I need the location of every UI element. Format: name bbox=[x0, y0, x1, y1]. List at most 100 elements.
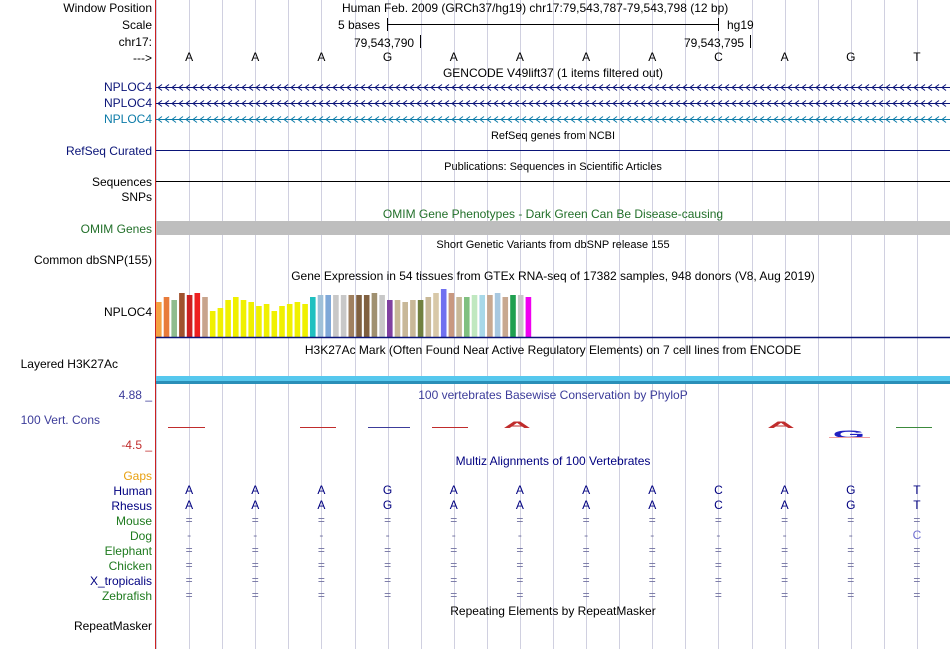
alignment-base: = bbox=[847, 513, 854, 527]
gtex-tissue-bar[interactable] bbox=[317, 295, 324, 337]
gtex-tissue-bar[interactable] bbox=[179, 293, 185, 337]
gtex-tissue-bar[interactable] bbox=[156, 302, 162, 337]
gtex-gene-label[interactable]: NPLOC4 bbox=[103, 305, 152, 319]
gtex-tissue-bar[interactable] bbox=[479, 295, 485, 337]
species-zebrafish[interactable]: Zebrafish bbox=[101, 589, 152, 603]
alignment-base: = bbox=[516, 558, 523, 572]
gtex-tissue-bar[interactable] bbox=[363, 295, 370, 337]
refseq-track-label[interactable]: RefSeq Curated bbox=[65, 144, 152, 158]
h3k27ac-signal[interactable] bbox=[156, 376, 950, 381]
gtex-tissue-bar[interactable] bbox=[186, 295, 193, 337]
alignment-base: = bbox=[913, 573, 920, 587]
gtex-tissue-bar[interactable] bbox=[240, 300, 247, 337]
alignment-base: = bbox=[913, 558, 920, 572]
gtex-tissue-bar[interactable] bbox=[402, 302, 408, 337]
gtex-tissue-bar[interactable] bbox=[348, 295, 355, 337]
gencode-track-label-2[interactable]: NPLOC4 bbox=[103, 96, 152, 110]
gtex-tissue-bar[interactable] bbox=[302, 304, 308, 337]
gtex-tissue-bar[interactable] bbox=[456, 297, 462, 337]
gtex-tissue-bar[interactable] bbox=[471, 295, 478, 337]
species-elephant[interactable]: Elephant bbox=[104, 544, 152, 558]
gtex-tissue-bar[interactable] bbox=[294, 302, 301, 337]
gtex-tissue-bar[interactable] bbox=[502, 297, 509, 337]
gtex-tissue-bar[interactable] bbox=[525, 297, 532, 337]
dbsnp-track-label[interactable]: Common dbSNP(155) bbox=[33, 253, 152, 267]
gencode-transcript-3-chevrons bbox=[157, 116, 947, 123]
species-dog[interactable]: Dog bbox=[129, 529, 152, 543]
gencode-track-label-1[interactable]: NPLOC4 bbox=[103, 80, 152, 94]
gtex-tissue-bar[interactable] bbox=[217, 308, 224, 337]
gtex-tissue-bar[interactable] bbox=[333, 295, 339, 337]
species-chicken[interactable]: Chicken bbox=[108, 559, 152, 573]
gtex-tissue-bar[interactable] bbox=[510, 295, 516, 337]
gtex-tissue-bar[interactable] bbox=[171, 300, 177, 337]
alignment-base: = bbox=[252, 558, 259, 572]
base-letter: G bbox=[846, 50, 855, 64]
sequences-track-label[interactable]: Sequences bbox=[91, 175, 152, 189]
gtex-tissue-bar[interactable] bbox=[310, 297, 316, 337]
gtex-tissue-bar[interactable] bbox=[440, 289, 447, 337]
position-tick-1: 79,543,790 bbox=[354, 36, 415, 50]
gtex-tissue-bar[interactable] bbox=[371, 293, 378, 337]
gtex-tissue-bar[interactable] bbox=[209, 311, 216, 337]
species-rhesus[interactable]: Rhesus bbox=[111, 499, 152, 513]
alignment-base: = bbox=[715, 573, 722, 587]
h3k27ac-track-label[interactable]: Layered H3K27Ac bbox=[20, 357, 118, 371]
species-x-tropicalis[interactable]: X_tropicalis bbox=[89, 574, 152, 588]
gtex-tissue-bar[interactable] bbox=[340, 295, 347, 337]
gtex-tissue-bar[interactable] bbox=[279, 306, 285, 337]
multiz-title: Multiz Alignments of 100 Vertebrates bbox=[455, 454, 651, 468]
alignment-base: = bbox=[583, 573, 590, 587]
repeatmasker-track-label[interactable]: RepeatMasker bbox=[73, 619, 152, 633]
alignment-base: A bbox=[582, 498, 590, 512]
gencode-track-label-3[interactable]: NPLOC4 bbox=[103, 112, 152, 126]
gtex-tissue-bar[interactable] bbox=[356, 295, 362, 337]
gtex-tissue-bar[interactable] bbox=[286, 304, 293, 337]
alignment-base: = bbox=[186, 558, 193, 572]
gtex-tissue-bar[interactable] bbox=[194, 293, 201, 337]
alignment-base: - bbox=[386, 528, 390, 542]
gtex-tissue-bar[interactable] bbox=[448, 293, 455, 337]
alignment-base: = bbox=[781, 513, 788, 527]
alignment-base: = bbox=[186, 513, 193, 527]
omim-track-label[interactable]: OMIM Genes bbox=[80, 222, 152, 236]
gtex-tissue-bar[interactable] bbox=[417, 300, 424, 337]
gtex-tissue-bar[interactable] bbox=[433, 293, 439, 337]
gtex-tissue-bar[interactable] bbox=[163, 297, 170, 337]
gtex-tissue-bar[interactable] bbox=[325, 295, 331, 337]
alignment-base: = bbox=[781, 558, 788, 572]
vert-cons-track-label[interactable]: 100 Vert. Cons bbox=[20, 413, 100, 427]
gtex-tissue-bar[interactable] bbox=[410, 300, 416, 337]
omim-bar[interactable] bbox=[156, 221, 950, 235]
gtex-tissue-bar[interactable] bbox=[517, 295, 524, 337]
gtex-tissue-bar[interactable] bbox=[248, 302, 254, 337]
gtex-tissue-bar[interactable] bbox=[464, 297, 470, 337]
alignment-base: = bbox=[252, 543, 259, 557]
gtex-tissue-bar[interactable] bbox=[425, 297, 432, 337]
base-letter: A bbox=[251, 50, 259, 64]
gtex-tissue-bar[interactable] bbox=[271, 311, 278, 337]
alignment-base: = bbox=[252, 513, 259, 527]
gtex-tissue-bar[interactable] bbox=[394, 300, 401, 337]
alignment-base: = bbox=[318, 573, 325, 587]
gtex-tissue-bar[interactable] bbox=[202, 297, 208, 337]
gtex-tissue-bar[interactable] bbox=[225, 300, 231, 337]
gtex-tissue-bar[interactable] bbox=[233, 297, 239, 337]
alignment-base: = bbox=[318, 588, 325, 602]
gtex-tissue-bar[interactable] bbox=[487, 295, 493, 337]
snps-track-label[interactable]: SNPs bbox=[121, 190, 152, 204]
alignment-base: = bbox=[450, 513, 457, 527]
gtex-tissue-bar[interactable] bbox=[263, 304, 270, 337]
species-mouse[interactable]: Mouse bbox=[115, 514, 152, 528]
alignment-base: G bbox=[383, 483, 392, 497]
strand-arrow-label: ---> bbox=[133, 51, 152, 65]
gtex-tissue-bar[interactable] bbox=[379, 295, 385, 337]
gaps-label[interactable]: Gaps bbox=[123, 469, 152, 483]
gtex-tissue-bar[interactable] bbox=[494, 293, 501, 337]
species-human[interactable]: Human bbox=[113, 484, 152, 498]
gtex-tissue-bar[interactable] bbox=[387, 300, 393, 337]
gtex-tissue-bar[interactable] bbox=[256, 306, 262, 337]
alignment-base: = bbox=[583, 558, 590, 572]
omim-title: OMIM Gene Phenotypes - Dark Green Can Be… bbox=[382, 207, 724, 221]
